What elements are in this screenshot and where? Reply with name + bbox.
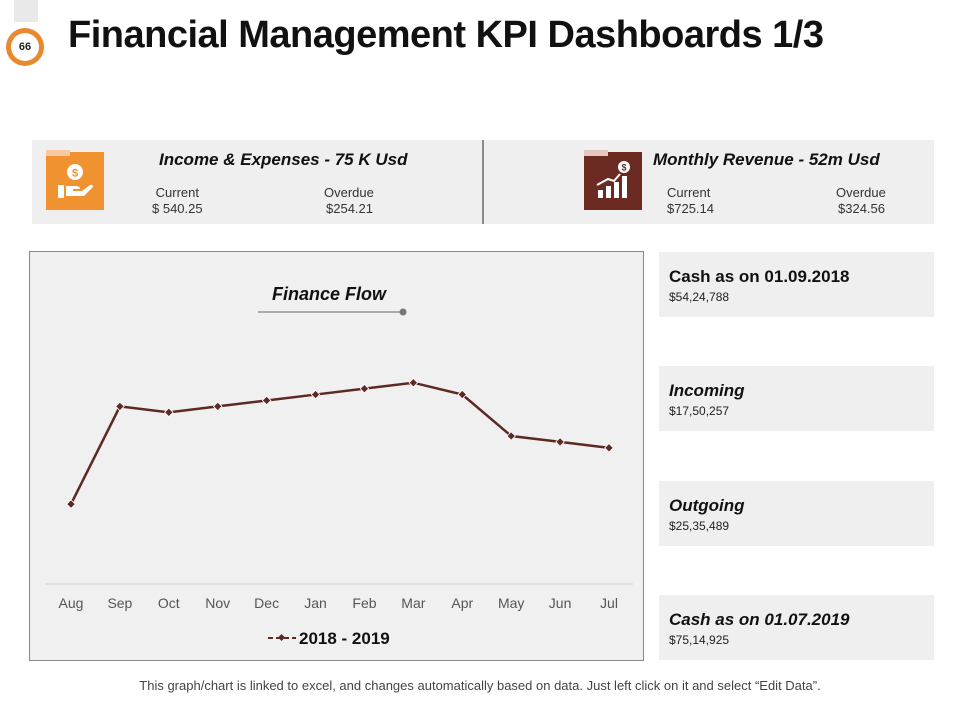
series-line [69,381,610,505]
data-point-may[interactable] [506,431,516,441]
x-tick-label: Oct [158,595,180,611]
overdue-label: Overdue [836,185,886,200]
card-title: Incoming [669,381,745,400]
legend-marker [277,633,286,642]
chart-legend: 2018 - 2019 [268,629,390,648]
current-value: $725.14 [667,201,714,216]
kpi-income-overdue: Overdue $254.21 [324,185,374,217]
card-value: $17,50,257 [669,404,730,418]
data-point-jun[interactable] [555,437,565,447]
data-point-feb[interactable] [359,383,370,394]
current-label: Current [155,185,199,200]
card-incoming: Incoming $17,50,257 [659,366,934,431]
data-point-jan[interactable] [310,389,321,400]
x-tick-label: Mar [401,595,425,611]
overdue-label: Overdue [324,185,374,200]
data-point-nov[interactable] [212,401,223,412]
title-underline-dot [399,308,407,316]
svg-text:$: $ [621,163,626,173]
kpi-divider [482,140,484,224]
kpi-income-current: Current $ 540.25 [152,185,203,217]
x-tick-label: Nov [205,595,230,611]
x-tick-label: Jan [304,595,327,611]
card-value: $54,24,788 [669,290,730,304]
card-title: Outgoing [669,496,745,515]
x-tick-label: Apr [451,595,473,611]
page-title: Financial Management KPI Dashboards 1/3 [68,14,824,56]
x-tick-label: Feb [352,595,376,611]
chart-canvas: Finance Flow Aug Sep Oct Nov Dec Jan Feb Mar Apr… [46,284,633,648]
card-outgoing: Outgoing $25,35,489 [659,481,934,546]
current-label: Current [667,185,711,200]
svg-text:$: $ [72,168,78,180]
x-tick-label: Aug [59,595,84,611]
kpi-revenue-current: Current $725.14 [667,185,714,217]
card-cash-end: Cash as on 01.07.2019 $75,14,925 [659,595,934,660]
card-value: $25,35,489 [669,519,730,533]
kpi-income-title: Income & Expenses - 75 K Usd [159,150,408,169]
finance-flow-chart[interactable]: Finance Flow Aug Sep Oct Nov Dec Jan Feb Mar Apr… [29,251,644,661]
slide-number: 66 [11,33,39,61]
overdue-value: $324.56 [838,201,885,216]
hand-dollar-icon: $ [46,150,104,210]
kpi-revenue-overdue: Overdue $324.56 [836,185,886,217]
data-point-mar[interactable] [408,377,419,388]
card-title: Cash as on 01.09.2018 [669,267,850,286]
x-tick-label: Dec [254,595,279,611]
data-point-apr[interactable] [457,389,468,400]
page-tab [14,0,38,22]
footer-note: This graph/chart is linked to excel, and… [139,678,821,693]
legend-label: 2018 - 2019 [299,629,390,648]
x-tick-label: Sep [107,595,132,611]
x-tick-label: May [498,595,524,611]
kpi-revenue-title: Monthly Revenue - 52m Usd [653,150,880,169]
chart-title: Finance Flow [272,284,387,304]
data-point-oct[interactable] [164,407,174,418]
card-title: Cash as on 01.07.2019 [669,610,850,629]
slide-number-badge: 66 [6,28,44,66]
card-cash-start: Cash as on 01.09.2018 $54,24,788 [659,252,934,317]
data-point-sep[interactable] [115,401,125,412]
revenue-growth-icon: $ [584,150,642,210]
data-point-jul[interactable] [604,443,614,453]
kpi-bar: $ Income & Expenses - 75 K Usd Current $… [32,140,934,224]
overdue-value: $254.21 [326,201,373,216]
x-tick-label: Jul [600,595,618,611]
current-value: $ 540.25 [152,201,203,216]
card-value: $75,14,925 [669,633,730,647]
data-point-aug[interactable] [66,499,76,509]
data-point-dec[interactable] [261,395,272,406]
x-tick-label: Jun [549,595,572,611]
